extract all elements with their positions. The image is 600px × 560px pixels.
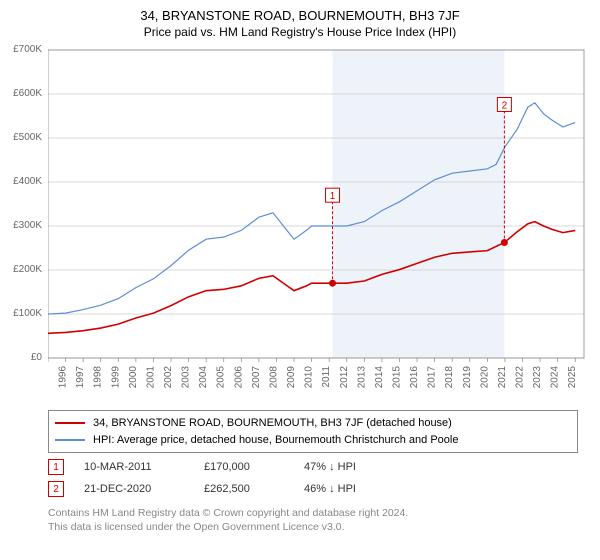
svg-text:1996: 1996 xyxy=(58,366,69,389)
svg-text:2015: 2015 xyxy=(391,366,402,389)
transaction-row: 2 21-DEC-2020£262,50046% ↓ HPI xyxy=(48,478,424,500)
transaction-row: 1 10-MAR-2011£170,00047% ↓ HPI xyxy=(48,456,424,478)
svg-text:2018: 2018 xyxy=(444,366,455,389)
svg-text:2009: 2009 xyxy=(286,366,297,389)
svg-text:1997: 1997 xyxy=(75,366,86,389)
legend-label: 34, BRYANSTONE ROAD, BOURNEMOUTH, BH3 7J… xyxy=(93,415,452,432)
svg-text:2000: 2000 xyxy=(128,366,139,389)
legend-swatch xyxy=(55,439,85,441)
svg-text:2006: 2006 xyxy=(233,366,244,389)
svg-text:1995: 1995 xyxy=(48,366,51,389)
transaction-price: £262,500 xyxy=(204,483,304,495)
svg-text:2025: 2025 xyxy=(567,366,578,389)
svg-text:2003: 2003 xyxy=(181,366,192,389)
svg-text:1: 1 xyxy=(330,191,336,202)
legend: 34, BRYANSTONE ROAD, BOURNEMOUTH, BH3 7J… xyxy=(48,410,578,453)
svg-text:1998: 1998 xyxy=(93,366,104,389)
line-chart: 1995 1996 1997 1998 1999 2000 2001 2002 2003 2004… xyxy=(48,46,588,396)
svg-text:2008: 2008 xyxy=(268,366,279,389)
svg-text:2013: 2013 xyxy=(356,366,367,389)
transaction-price: £170,000 xyxy=(204,461,304,473)
svg-text:2022: 2022 xyxy=(514,366,525,389)
svg-text:2021: 2021 xyxy=(497,366,508,389)
footer-line2: This data is licensed under the Open Gov… xyxy=(48,520,408,534)
svg-text:2: 2 xyxy=(502,101,508,112)
transaction-marker: 2 xyxy=(48,481,64,497)
transaction-pct: 46% ↓ HPI xyxy=(304,483,424,495)
svg-text:2001: 2001 xyxy=(145,366,156,389)
svg-text:2010: 2010 xyxy=(304,366,315,389)
svg-text:2017: 2017 xyxy=(427,366,438,389)
footer-attribution: Contains HM Land Registry data © Crown c… xyxy=(48,506,408,534)
footer-line1: Contains HM Land Registry data © Crown c… xyxy=(48,506,408,520)
chart-container: 34, BRYANSTONE ROAD, BOURNEMOUTH, BH3 7J… xyxy=(0,0,600,560)
svg-text:2014: 2014 xyxy=(374,366,385,389)
transaction-date: 21-DEC-2020 xyxy=(84,483,204,495)
transaction-marker: 1 xyxy=(48,459,64,475)
legend-item: HPI: Average price, detached house, Bour… xyxy=(55,432,571,449)
y-axis-labels: £0£100K£200K£300K£400K£500K£600K£700K xyxy=(0,46,46,396)
legend-swatch xyxy=(55,422,85,424)
chart-subtitle: Price paid vs. HM Land Registry's House … xyxy=(0,23,600,39)
svg-text:2007: 2007 xyxy=(251,366,262,389)
svg-text:2011: 2011 xyxy=(321,366,332,388)
svg-text:2019: 2019 xyxy=(462,366,473,389)
svg-text:2024: 2024 xyxy=(550,366,561,389)
chart-title: 34, BRYANSTONE ROAD, BOURNEMOUTH, BH3 7J… xyxy=(0,0,600,23)
svg-text:2002: 2002 xyxy=(163,366,174,389)
svg-text:2023: 2023 xyxy=(532,366,543,389)
transaction-date: 10-MAR-2011 xyxy=(84,461,204,473)
svg-text:2016: 2016 xyxy=(409,366,420,389)
legend-item: 34, BRYANSTONE ROAD, BOURNEMOUTH, BH3 7J… xyxy=(55,415,571,432)
svg-text:1999: 1999 xyxy=(110,366,121,389)
svg-text:2020: 2020 xyxy=(479,366,490,389)
transaction-pct: 47% ↓ HPI xyxy=(304,461,424,473)
svg-text:2004: 2004 xyxy=(198,366,209,389)
svg-text:2005: 2005 xyxy=(216,366,227,389)
svg-text:2012: 2012 xyxy=(339,366,350,389)
legend-label: HPI: Average price, detached house, Bour… xyxy=(93,432,458,449)
transaction-table: 1 10-MAR-2011£170,00047% ↓ HPI 2 21-DEC-202… xyxy=(48,456,424,500)
